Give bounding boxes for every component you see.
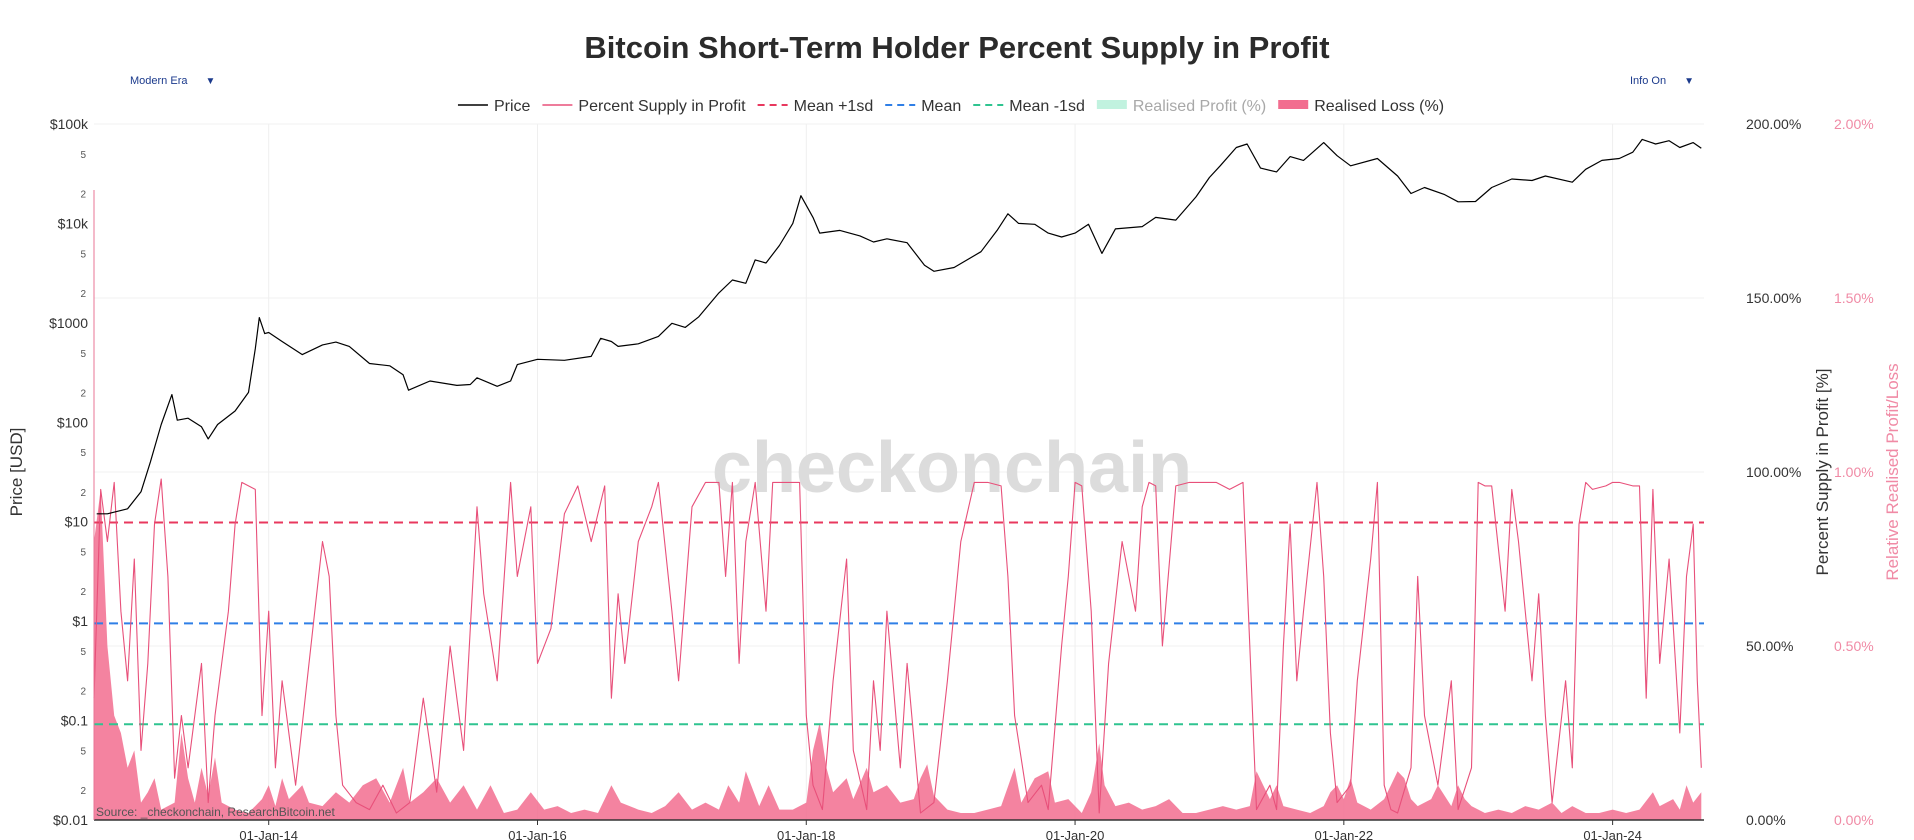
- realised-loss-area: [94, 489, 1702, 820]
- price-line: [96, 138, 1702, 515]
- loss-area-layer: [94, 489, 1702, 820]
- percent-supply-line: [93, 478, 1702, 814]
- y-left-tick-label: $100: [57, 414, 88, 430]
- y-left-minor-label: 2: [80, 488, 86, 499]
- y-right2-tick-label: 0.50%: [1834, 638, 1874, 654]
- y-right2-tick-label: 0.00%: [1834, 812, 1874, 828]
- x-tick-label: 01-Jan-14: [239, 828, 298, 840]
- y-left-minor-label: 2: [80, 786, 86, 797]
- chart-title: Bitcoin Short-Term Holder Percent Supply…: [584, 30, 1330, 65]
- y-left-minor-label: 5: [80, 647, 86, 658]
- y-left-axis-label: Price [USD]: [7, 428, 26, 517]
- y-left-minor-label: 2: [80, 687, 86, 698]
- y-right-tick-label: 100.00%: [1746, 464, 1801, 480]
- x-tick-label: 01-Jan-20: [1046, 828, 1105, 840]
- legend-label: Price: [494, 98, 531, 115]
- legend-label: Realised Loss (%): [1314, 98, 1444, 115]
- y-left-minor-label: 5: [80, 747, 86, 758]
- source-note: Source: _checkonchain, ResearchBitcoin.n…: [96, 805, 335, 819]
- watermark: checkonchain: [712, 428, 1192, 508]
- y-right2-tick-label: 2.00%: [1834, 116, 1874, 132]
- x-tick-label: 01-Jan-18: [777, 828, 836, 840]
- y-right-tick-label: 150.00%: [1746, 290, 1801, 306]
- y-right-tick-label: 200.00%: [1746, 116, 1801, 132]
- info-select[interactable]: Info On ▼: [1620, 70, 1704, 92]
- legend-swatch: [1096, 100, 1127, 109]
- y-left-tick-label: $10k: [58, 215, 89, 231]
- y-right2-axis-label: Relative Realised Profit/Loss: [1883, 363, 1902, 580]
- y-right-tick-label: 0.00%: [1746, 812, 1786, 828]
- y-left-tick-label: $1: [72, 613, 88, 629]
- y-right-tick-label: 50.00%: [1746, 638, 1793, 654]
- x-tick-label: 01-Jan-22: [1315, 828, 1374, 840]
- y-left-minor-label: 2: [80, 289, 86, 300]
- legend-label: Mean -1sd: [1009, 98, 1085, 115]
- x-tick-label: 01-Jan-24: [1583, 828, 1642, 840]
- x-tick-label: 01-Jan-16: [508, 828, 567, 840]
- price-line-layer: [96, 138, 1702, 515]
- legend: Price Percent Supply in Profit Mean +1sd Me…: [457, 98, 1444, 115]
- y-left-minor-label: 5: [80, 150, 86, 161]
- legend-label: Percent Supply in Profit: [578, 98, 746, 115]
- y-right2-tick-label: 1.50%: [1834, 290, 1874, 306]
- legend-label: Realised Profit (%): [1133, 98, 1266, 115]
- band-lines: [94, 521, 1704, 726]
- y-left-minor-label: 5: [80, 548, 86, 559]
- y-left-tick-label: $0.01: [53, 812, 88, 828]
- chevron-down-icon: ▼: [1684, 75, 1694, 87]
- y-left-minor-label: 2: [80, 388, 86, 399]
- axes: 01-Jan-14 01-Jan-16 01-Jan-18 01-Jan-20 01-J…: [7, 116, 1902, 840]
- y-left-minor-label: 5: [80, 448, 86, 459]
- chevron-down-icon: ▼: [205, 75, 216, 87]
- y-left-tick-label: $1000: [49, 315, 88, 331]
- era-select-value: Modern Era: [130, 75, 188, 87]
- y-left-minor-label: 5: [80, 349, 86, 360]
- y-left-minor-label: 5: [80, 249, 86, 260]
- legend-swatch: [1278, 100, 1309, 109]
- y-left-minor-label: 2: [80, 189, 86, 200]
- legend-label: Mean +1sd: [794, 98, 874, 115]
- y-left-tick-label: $0.1: [61, 713, 88, 729]
- legend-label: Mean: [921, 98, 961, 115]
- y-right2-tick-label: 1.00%: [1834, 464, 1874, 480]
- y-left-tick-label: $100k: [50, 116, 89, 132]
- y-left-tick-label: $10: [65, 514, 89, 530]
- percent-line-layer: [93, 478, 1702, 814]
- y-right-axis-label: Percent Supply in Profit [%]: [1813, 369, 1832, 576]
- info-select-value: Info On: [1630, 75, 1667, 87]
- era-select[interactable]: Modern Era ▼: [120, 70, 225, 92]
- y-left-minor-label: 2: [80, 587, 86, 598]
